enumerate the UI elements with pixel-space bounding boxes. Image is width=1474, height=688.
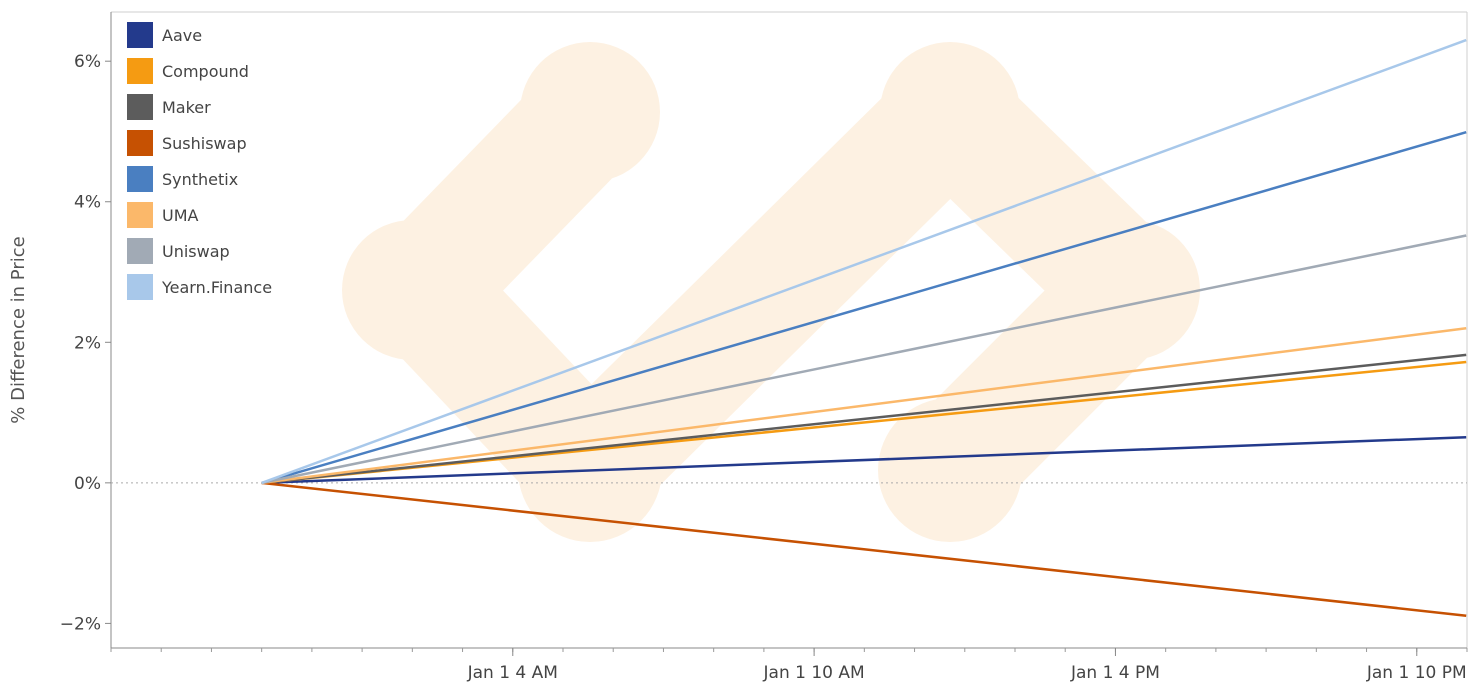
- legend-label: Maker: [162, 98, 211, 117]
- series-line-yearn-finance: [261, 38, 1467, 485]
- legend-label: UMA: [162, 206, 199, 225]
- series-lines: [261, 38, 1467, 617]
- series-line-sushiswap: [261, 481, 1467, 617]
- x-tick-label: Jan 1 10 AM: [763, 663, 865, 683]
- legend-swatch: [127, 166, 153, 192]
- legend-swatch: [127, 94, 153, 120]
- x-tick-label: Jan 1 10 PM: [1366, 663, 1467, 683]
- y-tick-label: −2%: [60, 614, 101, 634]
- x-tick-label: Jan 1 4 PM: [1070, 663, 1160, 683]
- legend-label: Aave: [162, 26, 202, 45]
- y-axis: −2% 0% 2% 4% 6%: [60, 12, 112, 648]
- x-axis: Jan 1 4 AM Jan 1 10 AM Jan 1 4 PM Jan 1 10 …: [110, 647, 1468, 683]
- legend-swatch: [127, 130, 153, 156]
- legend-swatch: [127, 58, 153, 84]
- series-line-uniswap: [261, 234, 1467, 485]
- legend-swatch: [127, 238, 153, 264]
- y-tick-label: 4%: [74, 193, 101, 213]
- y-axis-title: % Difference in Price: [8, 236, 29, 423]
- legend-swatch: [127, 22, 153, 48]
- y-tick-label: 0%: [74, 474, 101, 494]
- y-tick-label: 6%: [74, 52, 101, 72]
- legend-swatch: [127, 274, 153, 300]
- legend-label: Uniswap: [162, 242, 230, 261]
- plot-area-frame: [111, 11, 1468, 648]
- legend-label: Synthetix: [162, 170, 238, 189]
- legend: Aave Compound Maker Sushiswap Synthetix UMA Un…: [127, 22, 272, 300]
- legend-label: Compound: [162, 62, 249, 81]
- series-line-uma: [261, 326, 1467, 485]
- legend-label: Sushiswap: [162, 134, 247, 153]
- legend-label: Yearn.Finance: [161, 278, 272, 297]
- y-tick-label: 2%: [74, 333, 101, 353]
- series-line-synthetix: [261, 130, 1467, 485]
- x-tick-label: Jan 1 4 AM: [467, 663, 558, 683]
- series-line-aave: [261, 435, 1467, 485]
- watermark-logo: [342, 42, 1200, 542]
- legend-swatch: [127, 202, 153, 228]
- series-line-maker: [261, 353, 1467, 485]
